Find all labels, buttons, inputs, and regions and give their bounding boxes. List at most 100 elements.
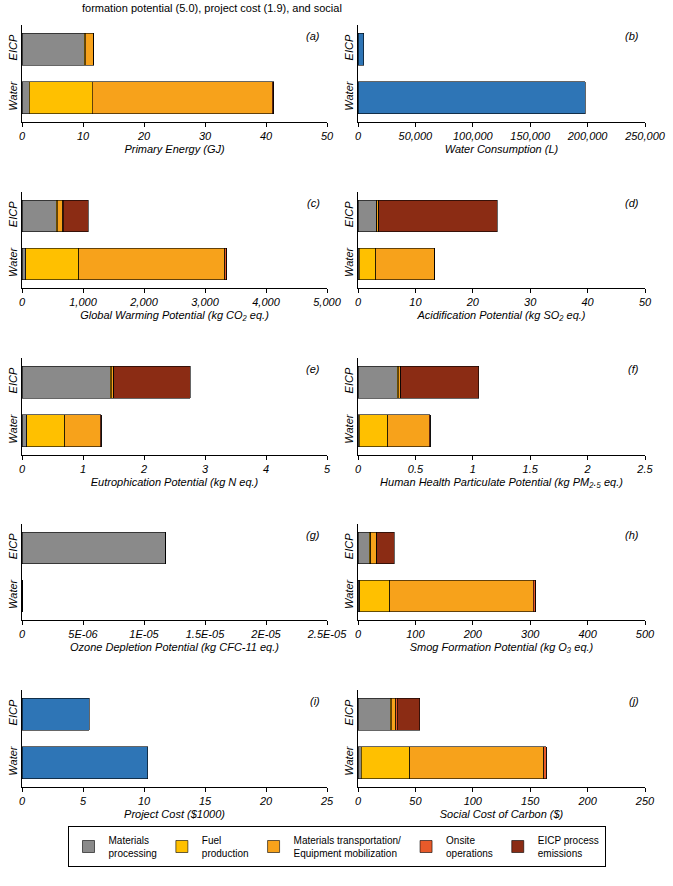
svg-text:Water: Water	[7, 578, 19, 608]
svg-text:10: 10	[138, 795, 151, 807]
svg-text:2.5: 2.5	[636, 463, 653, 475]
svg-text:5: 5	[80, 795, 87, 807]
svg-text:(i): (i)	[310, 695, 320, 707]
svg-text:EICP processemissions: EICP processemissions	[538, 835, 599, 859]
svg-text:Water: Water	[343, 413, 355, 443]
svg-text:40: 40	[581, 296, 594, 308]
svg-text:1.5: 1.5	[523, 463, 539, 475]
svg-text:30: 30	[199, 130, 212, 142]
svg-text:Global Warming Potential (kg C: Global Warming Potential (kg CO₂ eq.)	[80, 309, 269, 321]
svg-text:50,000: 50,000	[399, 130, 434, 142]
svg-text:0: 0	[355, 296, 362, 308]
svg-text:40: 40	[260, 130, 273, 142]
svg-text:5E-06: 5E-06	[68, 628, 98, 640]
svg-text:100,000: 100,000	[453, 130, 494, 142]
svg-text:3: 3	[202, 463, 209, 475]
svg-text:100: 100	[406, 628, 425, 640]
svg-text:(c): (c)	[307, 197, 320, 209]
svg-text:300: 300	[521, 628, 540, 640]
svg-text:50: 50	[409, 795, 422, 807]
svg-text:Water: Water	[343, 578, 355, 608]
svg-text:200: 200	[577, 795, 597, 807]
svg-text:Human Health Particulate Poten: Human Health Particulate Potential (kg P…	[380, 476, 623, 488]
svg-text:1: 1	[470, 463, 476, 475]
svg-text:Water: Water	[7, 246, 19, 276]
svg-text:(a): (a)	[306, 30, 320, 42]
svg-text:10: 10	[77, 130, 90, 142]
svg-text:EICP: EICP	[7, 201, 19, 227]
svg-text:EICP: EICP	[343, 201, 355, 227]
svg-text:(e): (e)	[306, 363, 320, 375]
svg-text:150: 150	[521, 795, 540, 807]
svg-text:5: 5	[324, 463, 331, 475]
svg-text:EICP: EICP	[7, 34, 19, 60]
svg-text:4: 4	[263, 463, 269, 475]
svg-text:250: 250	[635, 795, 655, 807]
svg-text:3,000: 3,000	[191, 296, 219, 308]
svg-text:1: 1	[80, 463, 86, 475]
svg-text:20: 20	[137, 130, 151, 142]
svg-text:Water: Water	[7, 80, 19, 110]
svg-text:2,000: 2,000	[129, 296, 158, 308]
svg-text:Social Cost of Carbon ($): Social Cost of Carbon ($)	[440, 808, 564, 820]
svg-text:Acidification Potential (kg SO: Acidification Potential (kg SO₂ eq.)	[416, 309, 585, 321]
svg-text:4,000: 4,000	[252, 296, 280, 308]
svg-text:400: 400	[578, 628, 597, 640]
svg-text:0: 0	[19, 296, 26, 308]
svg-text:Materials transportation/Equip: Materials transportation/Equipment mobil…	[294, 835, 401, 859]
svg-text:EICP: EICP	[343, 699, 355, 725]
svg-text:100: 100	[464, 795, 483, 807]
svg-text:EICP: EICP	[7, 367, 19, 393]
svg-text:Water: Water	[343, 246, 355, 276]
svg-text:0: 0	[19, 463, 26, 475]
svg-text:(g): (g)	[306, 529, 320, 541]
svg-text:(f): (f)	[628, 363, 639, 375]
svg-text:EICP: EICP	[343, 367, 355, 393]
svg-text:2: 2	[584, 463, 591, 475]
svg-text:0: 0	[355, 795, 362, 807]
svg-text:500: 500	[636, 628, 655, 640]
svg-text:1,000: 1,000	[69, 296, 97, 308]
svg-text:EICP: EICP	[7, 533, 19, 559]
svg-text:200: 200	[463, 628, 483, 640]
svg-text:(j): (j)	[629, 695, 639, 707]
svg-text:20: 20	[259, 795, 273, 807]
svg-text:10: 10	[409, 296, 422, 308]
svg-text:Onsiteoperations: Onsiteoperations	[446, 835, 493, 859]
svg-text:Water: Water	[7, 413, 19, 443]
svg-text:0: 0	[19, 628, 26, 640]
svg-text:2.5E-05: 2.5E-05	[307, 628, 347, 640]
svg-text:EICP: EICP	[7, 699, 19, 725]
svg-text:Water: Water	[343, 80, 355, 110]
svg-text:250,000: 250,000	[624, 130, 666, 142]
svg-text:50: 50	[321, 130, 334, 142]
svg-text:Water: Water	[7, 745, 19, 775]
svg-text:25: 25	[320, 795, 334, 807]
svg-text:50: 50	[639, 296, 652, 308]
svg-text:20: 20	[466, 296, 480, 308]
svg-text:(b): (b)	[625, 30, 639, 42]
svg-text:0: 0	[355, 130, 362, 142]
svg-text:Fuelproduction: Fuelproduction	[202, 835, 249, 859]
svg-text:Materialsprocessing: Materialsprocessing	[109, 835, 157, 859]
svg-text:(h): (h)	[625, 529, 639, 541]
svg-text:1E-05: 1E-05	[129, 628, 159, 640]
svg-text:Smog Formation Potential (kg O: Smog Formation Potential (kg O₃ eq.)	[410, 641, 594, 653]
svg-text:Primary Energy (GJ): Primary Energy (GJ)	[124, 143, 225, 155]
svg-text:0.5: 0.5	[408, 463, 424, 475]
svg-text:200,000: 200,000	[567, 130, 609, 142]
svg-text:0: 0	[19, 795, 26, 807]
svg-text:0: 0	[19, 130, 26, 142]
svg-text:30: 30	[524, 296, 537, 308]
svg-text:5,000: 5,000	[313, 296, 341, 308]
svg-text:0: 0	[355, 628, 362, 640]
svg-text:1.5E-05: 1.5E-05	[186, 628, 225, 640]
svg-text:Ozone Depletion Potential (kg: Ozone Depletion Potential (kg CFC-11 eq.…	[70, 641, 279, 653]
svg-text:Project Cost ($1000): Project Cost ($1000)	[124, 808, 225, 820]
svg-text:Water: Water	[343, 745, 355, 775]
svg-text:2E-05: 2E-05	[250, 628, 281, 640]
svg-text:(d): (d)	[625, 197, 639, 209]
svg-text:15: 15	[199, 795, 212, 807]
svg-text:EICP: EICP	[343, 34, 355, 60]
svg-text:2: 2	[140, 463, 147, 475]
